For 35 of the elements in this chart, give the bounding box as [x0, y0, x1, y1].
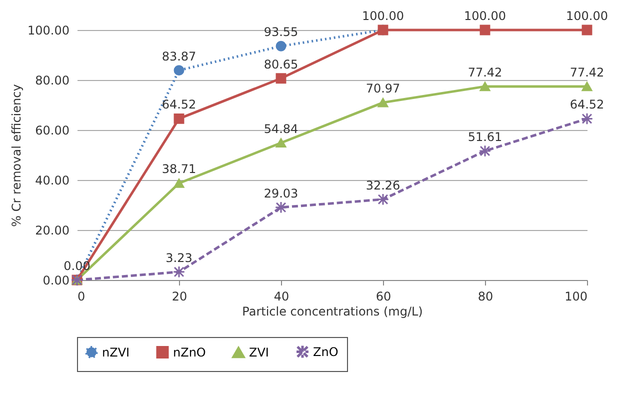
data-label: 51.61 — [468, 130, 502, 144]
legend-label: nZnO — [173, 345, 206, 360]
y-axis-title: % Cr removal efficiency — [10, 84, 24, 227]
data-label: 70.97 — [366, 82, 400, 96]
data-label: 32.26 — [366, 178, 400, 192]
x-tick-label: 0 — [78, 290, 86, 304]
data-label: 77.42 — [468, 65, 502, 80]
legend-label: ZnO — [313, 344, 338, 359]
data-label: 38.71 — [162, 162, 196, 176]
data-label: 100.00 — [362, 9, 404, 23]
data-label: 77.42 — [570, 65, 604, 80]
data-label: 93.55 — [264, 25, 298, 40]
data-label: 3.23 — [166, 250, 192, 265]
data-label: 83.87 — [162, 49, 196, 64]
x-tick-label: 80 — [478, 290, 494, 304]
data-label: 29.03 — [264, 186, 298, 200]
x-axis-title: Particle concentrations (mg/L) — [242, 304, 423, 318]
x-tick-label: 100 — [564, 290, 588, 304]
data-label: 54.84 — [264, 122, 298, 136]
y-tick-label: 100.00 — [28, 24, 70, 38]
legend-label: nZVI — [102, 345, 130, 360]
y-tick-label: 20.00 — [35, 224, 70, 238]
y-tick-label: 60.00 — [35, 124, 70, 138]
data-label: 80.65 — [264, 57, 298, 72]
y-tick-label: 40.00 — [35, 174, 70, 188]
data-label: 100.00 — [464, 9, 506, 23]
data-label: 64.52 — [162, 98, 196, 112]
data-label: 64.52 — [570, 98, 604, 112]
y-tick-label: 80.00 — [35, 74, 70, 88]
x-tick-label: 40 — [274, 290, 290, 304]
data-label: 100.00 — [566, 9, 608, 23]
x-tick-label: 20 — [172, 290, 188, 304]
y-tick-label: 0.00 — [42, 274, 70, 288]
legend-label: ZVI — [249, 346, 269, 360]
x-tick-label: 60 — [376, 290, 392, 304]
